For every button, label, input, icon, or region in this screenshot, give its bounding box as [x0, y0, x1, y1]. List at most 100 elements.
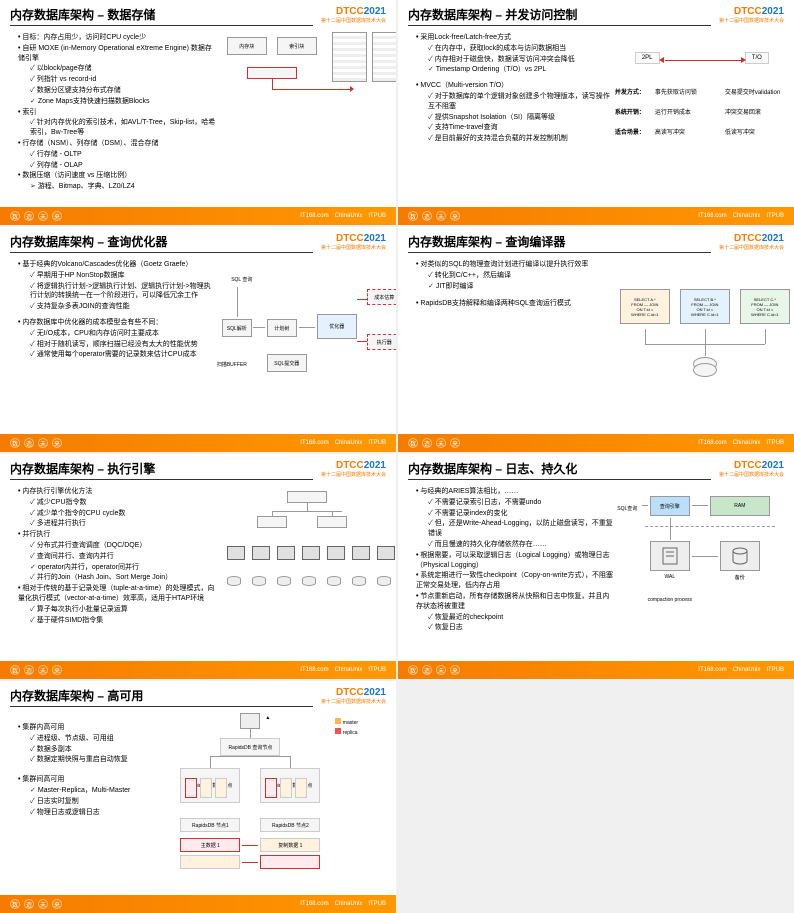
slide-title: 内存数据库架构 – 日志、持久化 — [408, 460, 711, 480]
list-item: 相对于传统的基于记录处理（tuple-at-a-time）的处理模式，向量化执行… — [18, 584, 217, 604]
list-item: 将逻辑执行计划->逻辑执行计划、逻辑执行计划->物理执行计划的转换统一在一个阶段… — [30, 282, 217, 302]
list-item: Master-Replica，Multi-Master — [30, 786, 160, 796]
list-item: 目标：内存占用少，访问时CPU cycle少 — [18, 33, 217, 43]
slide-data-storage: 内存数据库架构 – 数据存储 DTCC2021 第十二届中国数据库技术大会 目标… — [0, 0, 396, 225]
list-item: 转化到C/C++，然后编译 — [428, 271, 615, 281]
list-item: 行存储 - OLTP — [30, 150, 217, 160]
slide-footer: 数 造 未 来 IT168.comChinaUnixITPUB — [0, 434, 396, 452]
slide-footer: 数 造 未 来 IT168.comChinaUnixITPUB — [0, 895, 396, 913]
list-item: 早期用于HP NonStop数据库 — [30, 271, 217, 281]
optimizer-diagram: SQL 查询 SQL解析 计划树 优化器 成本估算 执行器 SQL提交器 扫描B… — [217, 259, 386, 421]
list-item: 集群间高可用 — [18, 775, 160, 785]
list-item: 系统定期进行一致性checkpoint（Copy-on-write方式），不阻塞… — [416, 571, 615, 591]
storage-diagram: 内存块 索引块 — [217, 32, 386, 194]
slide-title: 内存数据库架构 – 查询编译器 — [408, 233, 711, 253]
bullet-list: 目标：内存占用少，访问时CPU cycle少 自研 MOXE (in-Memor… — [10, 33, 217, 192]
list-item: 与经典的ARIES算法相比，…… — [416, 487, 615, 497]
list-item: 索引 — [18, 108, 217, 118]
slide-title: 内存数据库架构 – 执行引擎 — [10, 460, 313, 480]
list-item: 自研 MOXE (in-Memory Operational eXtreme E… — [18, 44, 217, 64]
slide-title: 内存数据库架构 – 并发访问控制 — [408, 6, 711, 26]
list-item: 减少CPU指令数 — [30, 498, 217, 508]
list-item: 游程、Bitmap、字典、LZ0/LZ4 — [30, 182, 217, 192]
bullet-list: 与经典的ARIES算法相比，…… 不需要记录索引日志，不需要undo 不需要记录… — [408, 487, 615, 633]
dtcc-logo: DTCC2021 第十二届中国数据库技术大会 — [719, 233, 784, 251]
list-item: JIT即时编译 — [428, 282, 615, 292]
list-item: 日志实时复制 — [30, 797, 160, 807]
compiler-diagram: SELECT A.* FROM — JOIN ON T.id = WHERE C… — [615, 259, 784, 421]
dtcc-logo: DTCC2021 第十二届中国数据库技术大会 — [719, 460, 784, 478]
list-item: 支持复杂多表JOIN的查询性能 — [30, 302, 217, 312]
dtcc-logo: DTCC2021 第十二届中国数据库技术大会 — [719, 6, 784, 24]
list-item: 根据需要，可以采取逻辑日志（Logical Logging）或物理日志（Phys… — [416, 551, 615, 571]
list-item: 算子每次执行小批量记录运算 — [30, 605, 217, 615]
bullet-list: 内存执行引擎优化方法 减少CPU指令数 减少单个指令的CPU cycle数 多进… — [10, 487, 217, 625]
list-item: RapidsDB支持解释和编译两种SQL查询运行模式 — [416, 299, 615, 309]
dtcc-logo: DTCC2021 第十二届中国数据库技术大会 — [321, 687, 386, 705]
list-item: 内存相对于磁盘快，数据读写访问冲突会降低 — [428, 55, 615, 65]
list-item: 在内存中，获取lock的成本与访问数据相当 — [428, 44, 615, 54]
list-item: 提供Snapshot Isolation（SI）隔离等级 — [428, 113, 615, 123]
empty-cell — [398, 681, 794, 913]
list-item: 物理日志或逻辑日志 — [30, 808, 160, 818]
list-item: 采用Lock-free/Latch-free方式 — [416, 33, 615, 43]
list-item: 恢复日志 — [428, 623, 615, 633]
list-item: 减少单个指令的CPU cycle数 — [30, 509, 217, 519]
list-item: 恢复最近的checkpoint — [428, 613, 615, 623]
ha-diagram: ▲ RapidsDB 查询节点 RapidsDB 数据节点 RapidsDB 数… — [160, 713, 386, 875]
list-item: 内存数据库中优化器的成本模型会有些不同： — [18, 318, 217, 328]
list-item: 不需要记录索引日志，不需要undo — [428, 498, 615, 508]
logging-diagram: SQL查询 查询引擎 RAM WAL 备份 compaction process — [615, 486, 784, 648]
list-item: 对类似的SQL的物理查询计划进行编译以提升执行效率 — [416, 260, 615, 270]
list-item: MVCC（Multi-version T/O） — [416, 81, 615, 91]
list-item: 基于硬件SIMD指令集 — [30, 616, 217, 626]
list-item: 行存储（NSM）、列存储（DSM）、混合存储 — [18, 139, 217, 149]
list-item: 多进程并行执行 — [30, 519, 217, 529]
list-item: 而且慢速的持久化存储依然存在…… — [428, 540, 615, 550]
slide-footer: 数 造 未 来 IT168.comChinaUnixITPUB — [398, 207, 794, 225]
list-item: 但，还是Write-Ahead-Logging，以防止磁盘读写，不重复错误 — [428, 519, 615, 539]
dtcc-logo: DTCC2021 第十二届中国数据库技术大会 — [321, 460, 386, 478]
execution-diagram — [217, 486, 386, 648]
concurrency-diagram: 2PL T/O 并发方式： 事先获取访问锁 交易提交时validation 系统… — [615, 32, 784, 194]
list-item: 通常使用每个operator需要的记录数来估计CPU成本 — [30, 350, 217, 360]
list-item: 以block/page存储 — [30, 64, 217, 74]
list-item: 针对内存优化的索引技术，如AVL/T-Tree，Skip-list，哈希索引，B… — [30, 118, 217, 138]
list-item: 对于数据库的单个逻辑对象创建多个物理版本，读写操作互不阻塞 — [428, 92, 615, 112]
bullet-list: 对类似的SQL的物理查询计划进行编译以提升执行效率 转化到C/C++，然后编译 … — [408, 260, 615, 309]
list-item: 是目前最好的支持混合负载的并发控制机制 — [428, 134, 615, 144]
list-item: 不需要记录index的变化 — [428, 509, 615, 519]
list-item: 无I/O成本，CPU和内存访问时主要成本 — [30, 329, 217, 339]
slide-title: 内存数据库架构 – 高可用 — [10, 687, 313, 707]
slide-title: 内存数据库架构 – 查询优化器 — [10, 233, 313, 253]
slide-footer: 数 造 未 来 IT168.comChinaUnixITPUB — [0, 207, 396, 225]
list-item: 集群内高可用 — [18, 723, 160, 733]
slide-ha: 内存数据库架构 – 高可用 DTCC2021 第十二届中国数据库技术大会 集群内… — [0, 681, 396, 913]
list-item: 并行执行 — [18, 530, 217, 540]
list-item: 支持Time-travel查询 — [428, 123, 615, 133]
slide-concurrency: 内存数据库架构 – 并发访问控制 DTCC2021 第十二届中国数据库技术大会 … — [398, 0, 794, 225]
list-item: 数据压缩（访问速度 vs 压缩比例） — [18, 171, 217, 181]
list-item: Timestamp Ordering（T/O）vs 2PL — [428, 65, 615, 75]
list-item: 内存执行引擎优化方法 — [18, 487, 217, 497]
dtcc-logo: DTCC2021 第十二届中国数据库技术大会 — [321, 6, 386, 24]
list-item: 查询间并行、查询内并行 — [30, 552, 217, 562]
slide-optimizer: 内存数据库架构 – 查询优化器 DTCC2021 第十二届中国数据库技术大会 基… — [0, 227, 396, 452]
list-item: 进程级、节点级、可用组 — [30, 734, 160, 744]
dtcc-logo: DTCC2021 第十二届中国数据库技术大会 — [321, 233, 386, 251]
slide-logging: 内存数据库架构 – 日志、持久化 DTCC2021 第十二届中国数据库技术大会 … — [398, 454, 794, 679]
slide-grid: 内存数据库架构 – 数据存储 DTCC2021 第十二届中国数据库技术大会 目标… — [0, 0, 794, 913]
list-item: operator内并行，operator间并行 — [30, 563, 217, 573]
list-item: 节点重新启动，所有存储数据将从快照和日志中恢复，并且内存状态将被重建 — [416, 592, 615, 612]
list-item: Zone Maps支持快速扫描数据Blocks — [30, 97, 217, 107]
list-item: 并行的Join（Hash Join、Sort Merge Join） — [30, 573, 217, 583]
list-item: 数据分区键支持分布式存储 — [30, 86, 217, 96]
bullet-list: 基于经典的Volcano/Cascades优化器（Goetz Graefe） 早… — [10, 260, 217, 360]
list-item: 基于经典的Volcano/Cascades优化器（Goetz Graefe） — [18, 260, 217, 270]
bullet-list: 采用Lock-free/Latch-free方式 在内存中，获取lock的成本与… — [408, 33, 615, 144]
list-item: 数据多副本 — [30, 745, 160, 755]
list-item: 列指针 vs record-id — [30, 75, 217, 85]
bullet-list: 集群内高可用 进程级、节点级、可用组 数据多副本 数据定期快照与重启自动恢复 集… — [10, 723, 160, 817]
slide-execution: 内存数据库架构 – 执行引擎 DTCC2021 第十二届中国数据库技术大会 内存… — [0, 454, 396, 679]
slide-title: 内存数据库架构 – 数据存储 — [10, 6, 313, 26]
